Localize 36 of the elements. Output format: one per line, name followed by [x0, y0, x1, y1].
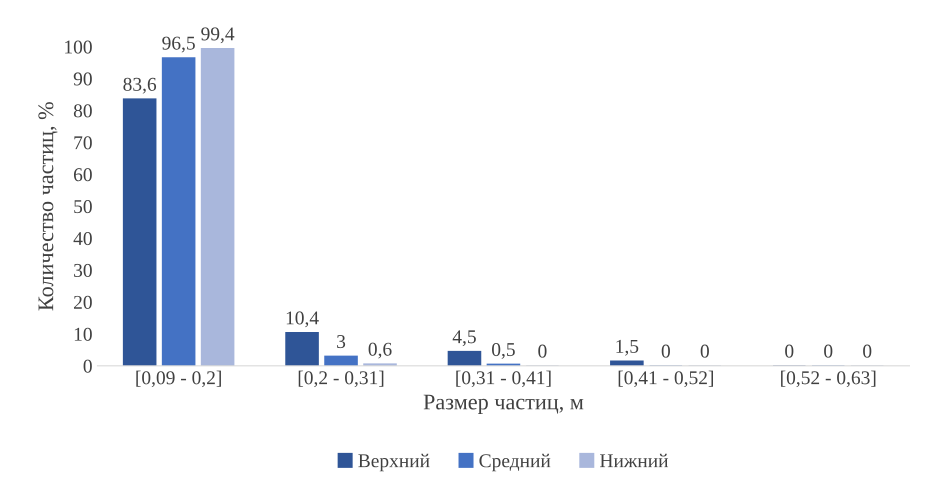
data-label: 83,6	[123, 78, 156, 94]
data-label: 1,5	[616, 340, 638, 356]
data-label: 99,4	[201, 27, 234, 44]
data-label: 0	[538, 344, 547, 358]
x-tick-label: [0,52 - 0,63]	[781, 370, 876, 388]
y-tick-label: 80	[74, 104, 92, 118]
y-tick-label: 90	[74, 72, 92, 86]
x-tick-label: [0,41 - 0,52]	[618, 370, 713, 388]
y-tick-label: 60	[74, 168, 92, 182]
y-tick-label: 100	[65, 40, 92, 54]
legend-label: Верхний	[358, 454, 430, 472]
data-label: 10,4	[286, 311, 319, 328]
y-axis-title: Количество частиц, %	[38, 102, 58, 310]
legend-label: Средний	[479, 454, 550, 472]
y-tick-label: 20	[74, 296, 92, 309]
x-tick-label: [0,09 - 0,2]	[136, 370, 221, 388]
y-tick-label: 10	[74, 328, 92, 341]
data-label: 0,5	[492, 342, 515, 359]
data-label: 96,5	[162, 36, 195, 52]
data-label: 4,5	[452, 330, 476, 346]
data-label: 0,6	[368, 342, 392, 359]
y-tick-label: 50	[74, 200, 92, 214]
data-label: 0	[824, 344, 832, 358]
legend-label: Нижний	[600, 454, 668, 468]
y-tick-label: 40	[74, 232, 92, 246]
x-tick-label: [0,2 - 0,31]	[298, 370, 384, 388]
x-tick-label: [0,31 - 0,41]	[456, 370, 551, 388]
data-label: 0	[785, 344, 794, 358]
y-tick-label: 70	[74, 136, 92, 150]
data-label: 0	[662, 344, 670, 358]
y-tick-label: 30	[74, 264, 92, 277]
data-label: 0	[700, 344, 709, 358]
x-axis-title: Размер частиц, м	[424, 394, 584, 414]
data-label: 3	[337, 335, 346, 348]
y-tick-label: 0	[84, 360, 92, 373]
data-label: 0	[863, 344, 872, 358]
